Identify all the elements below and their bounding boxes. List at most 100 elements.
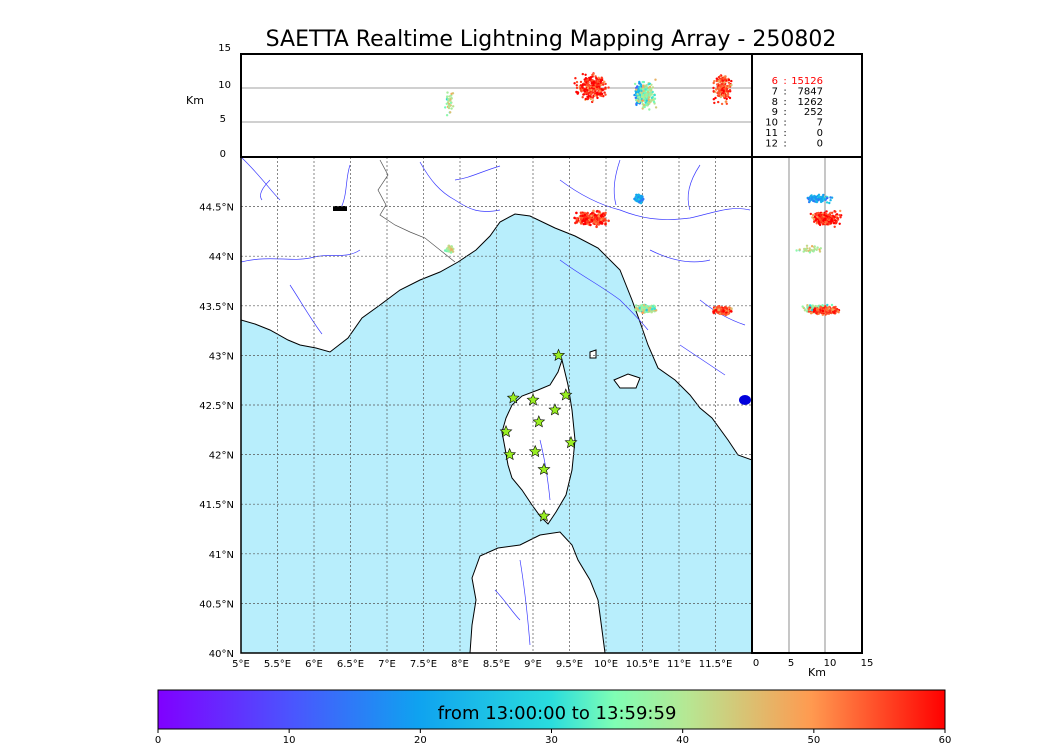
lightning-point-profile bbox=[812, 250, 815, 253]
lightning-point-height bbox=[599, 83, 603, 87]
lightning-point-height bbox=[654, 78, 657, 81]
lightning-point bbox=[601, 217, 605, 220]
lightning-point-profile bbox=[798, 248, 801, 251]
lightning-point-profile bbox=[836, 309, 839, 313]
lightning-point-height bbox=[446, 95, 449, 98]
colorbar-tick-label: 30 bbox=[545, 735, 558, 746]
lightning-point-height bbox=[586, 89, 589, 92]
lightning-point-height bbox=[727, 86, 730, 89]
station-marker bbox=[503, 447, 517, 461]
lightning-point-height bbox=[650, 93, 653, 96]
lightning-point bbox=[720, 312, 724, 315]
lightning-point-profile bbox=[804, 308, 807, 312]
lightning-point bbox=[447, 247, 451, 251]
lightning-point-profile bbox=[822, 218, 825, 222]
lon-tick-label: 10.5°E bbox=[626, 659, 660, 670]
lightning-point bbox=[634, 304, 638, 307]
lightning-point-height bbox=[724, 85, 727, 88]
lat-tick-label: 44°N bbox=[209, 252, 234, 263]
lightning-point-profile bbox=[808, 304, 812, 307]
lightning-point-profile bbox=[819, 214, 822, 217]
lightning-point-height bbox=[719, 86, 722, 89]
lightning-point-profile bbox=[815, 248, 818, 251]
station-marker bbox=[532, 415, 546, 428]
lightning-point-height bbox=[584, 97, 587, 101]
lightning-point bbox=[451, 250, 455, 253]
lightning-point-height bbox=[645, 103, 648, 106]
lightning-point-height bbox=[727, 81, 731, 84]
lightning-point-height bbox=[445, 102, 448, 106]
lightning-point bbox=[724, 313, 727, 316]
lightning-point-height bbox=[593, 91, 596, 94]
lightning-point-height bbox=[639, 88, 642, 91]
lake bbox=[333, 206, 347, 211]
lightning-point bbox=[595, 210, 599, 213]
lightning-point-height bbox=[713, 101, 716, 105]
count-value: 15126 bbox=[791, 76, 823, 87]
lightning-point bbox=[653, 307, 656, 310]
lightning-point bbox=[447, 244, 451, 248]
lightning-point-height bbox=[712, 86, 715, 90]
lightning-point-height bbox=[576, 92, 579, 95]
station-marker bbox=[526, 393, 540, 406]
lightning-point-profile bbox=[810, 194, 813, 197]
lightning-point-height bbox=[642, 84, 645, 87]
lightning-point bbox=[445, 249, 449, 252]
lon-tick-labels: 5°E 5.5°E 6°E 6.5°E 7°E 7.5°E 8°E 8.5°E 9°E 9.5°E… bbox=[232, 659, 732, 670]
lightning-point-profile bbox=[824, 222, 827, 225]
lightning-point-height bbox=[582, 93, 585, 96]
station-marker bbox=[506, 391, 520, 404]
lightning-point-profile bbox=[812, 304, 815, 308]
map-lightning bbox=[443, 193, 733, 317]
lightning-point-profile bbox=[818, 250, 822, 253]
lightning-point-profile bbox=[808, 247, 811, 250]
lightning-point-profile bbox=[828, 201, 831, 205]
lightning-point-profile bbox=[812, 199, 815, 203]
lightning-point-height bbox=[595, 86, 599, 89]
count-sep: : bbox=[783, 138, 786, 149]
lightning-point-height bbox=[717, 100, 720, 104]
lightning-point-profile bbox=[831, 308, 834, 311]
count-value: 252 bbox=[804, 107, 823, 118]
lightning-point bbox=[598, 217, 601, 220]
lightning-point-height bbox=[727, 78, 731, 82]
lightning-point-height bbox=[604, 82, 607, 86]
lightning-point bbox=[638, 196, 642, 199]
lightning-point-profile bbox=[839, 209, 842, 213]
lightning-point-height bbox=[720, 88, 723, 91]
lightning-point-height bbox=[644, 101, 647, 104]
lon-tick-label: 5°E bbox=[232, 659, 250, 670]
lightning-point-height bbox=[575, 84, 578, 87]
lightning-point-profile bbox=[817, 220, 821, 224]
lightning-point-profile bbox=[824, 313, 827, 316]
lightning-point-profile bbox=[813, 309, 817, 312]
count-sep: : bbox=[783, 128, 786, 139]
lightning-point bbox=[725, 307, 729, 310]
lightning-point bbox=[714, 308, 717, 312]
height-tick-5: 5 bbox=[220, 114, 226, 125]
lightning-point-profile bbox=[826, 196, 829, 200]
lightning-point-height bbox=[581, 83, 585, 86]
lightning-point-profile bbox=[838, 214, 841, 217]
lightning-point-height bbox=[712, 81, 715, 85]
colorbar-tick-label: 0 bbox=[155, 735, 161, 746]
lightning-point-profile bbox=[817, 211, 820, 215]
lightning-point bbox=[638, 306, 642, 310]
lightning-point-profile bbox=[811, 213, 815, 217]
lightning-point-height bbox=[599, 80, 602, 84]
lightning-point-height bbox=[592, 80, 595, 84]
lightning-point-height bbox=[601, 82, 605, 85]
lightning-point-height bbox=[650, 83, 653, 87]
lightning-point-height bbox=[447, 106, 451, 110]
lightning-point-height bbox=[574, 77, 577, 80]
lightning-point-height bbox=[638, 97, 642, 100]
lightning-point-height bbox=[723, 78, 727, 82]
lightning-point-profile bbox=[811, 216, 814, 219]
lightning-point-height bbox=[645, 95, 648, 98]
lat-tick-label: 42.5°N bbox=[199, 401, 234, 412]
lightning-point-height bbox=[588, 78, 591, 81]
station-marker bbox=[537, 462, 551, 475]
lightning-point-profile bbox=[829, 199, 832, 202]
lightning-point-height bbox=[590, 82, 593, 85]
